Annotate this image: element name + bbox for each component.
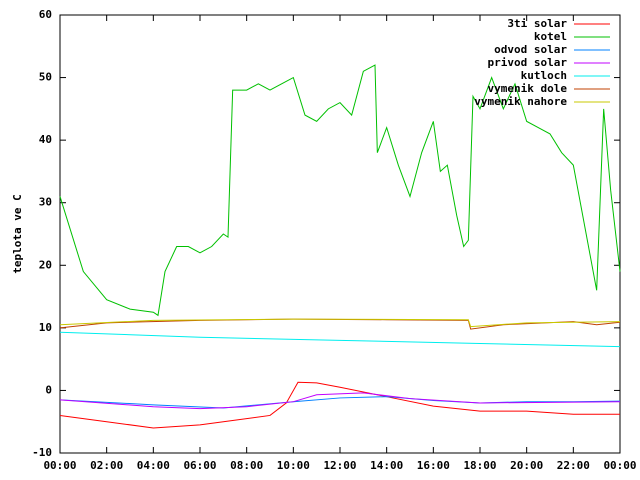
legend-label: odvod solar (494, 43, 567, 56)
x-tick-label: 20:00 (510, 459, 543, 472)
y-tick-label: 20 (39, 258, 52, 271)
y-tick-label: -10 (32, 446, 52, 459)
series-line (59, 381, 620, 429)
series-line (59, 318, 621, 328)
legend-label: 3ti solar (507, 17, 567, 30)
legend-label: privod solar (488, 56, 568, 69)
x-tick-label: 14:00 (370, 459, 403, 472)
y-tick-label: 40 (39, 133, 52, 146)
y-axis-label: teplota ve C (11, 194, 24, 273)
series-line (59, 396, 621, 409)
legend-label: vymenik nahore (474, 95, 567, 108)
legend-label: kotel (534, 30, 567, 43)
legend-label: kutloch (521, 69, 567, 82)
y-tick-label: 10 (39, 321, 52, 334)
series-line (59, 64, 621, 317)
x-tick-label: 16:00 (417, 459, 450, 472)
series-line (59, 331, 621, 348)
series-line (59, 392, 621, 410)
y-tick-label: 0 (45, 383, 52, 396)
x-tick-label: 08:00 (230, 459, 263, 472)
legend-label: vymenik dole (488, 82, 568, 95)
x-tick-label: 22:00 (557, 459, 590, 472)
x-tick-label: 04:00 (137, 459, 170, 472)
y-tick-label: 50 (39, 71, 52, 84)
x-tick-label: 02:00 (90, 459, 123, 472)
y-tick-label: 30 (39, 196, 52, 209)
x-tick-label: 06:00 (183, 459, 216, 472)
x-tick-label: 18:00 (463, 459, 496, 472)
y-tick-label: 60 (39, 8, 52, 21)
x-tick-label: 12:00 (323, 459, 356, 472)
x-tick-label: 10:00 (277, 459, 310, 472)
x-tick-label: 00:00 (603, 459, 636, 472)
x-tick-label: 00:00 (43, 459, 76, 472)
